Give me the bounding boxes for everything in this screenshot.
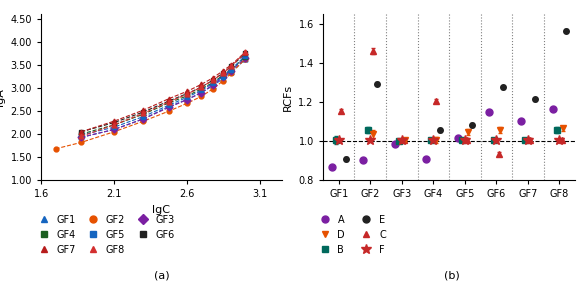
Text: (a): (a) [154, 270, 169, 280]
Y-axis label: RCFs: RCFs [283, 84, 293, 111]
Legend: GF1, GF4, GF7, GF2, GF5, GF8, GF3, GF6: GF1, GF4, GF7, GF2, GF5, GF8, GF3, GF6 [34, 215, 174, 255]
X-axis label: lgC: lgC [153, 205, 170, 215]
Legend: A, D, B, E, C, F: A, D, B, E, C, F [315, 215, 386, 255]
Y-axis label: lgA: lgA [0, 88, 5, 106]
Text: (b): (b) [444, 270, 460, 280]
